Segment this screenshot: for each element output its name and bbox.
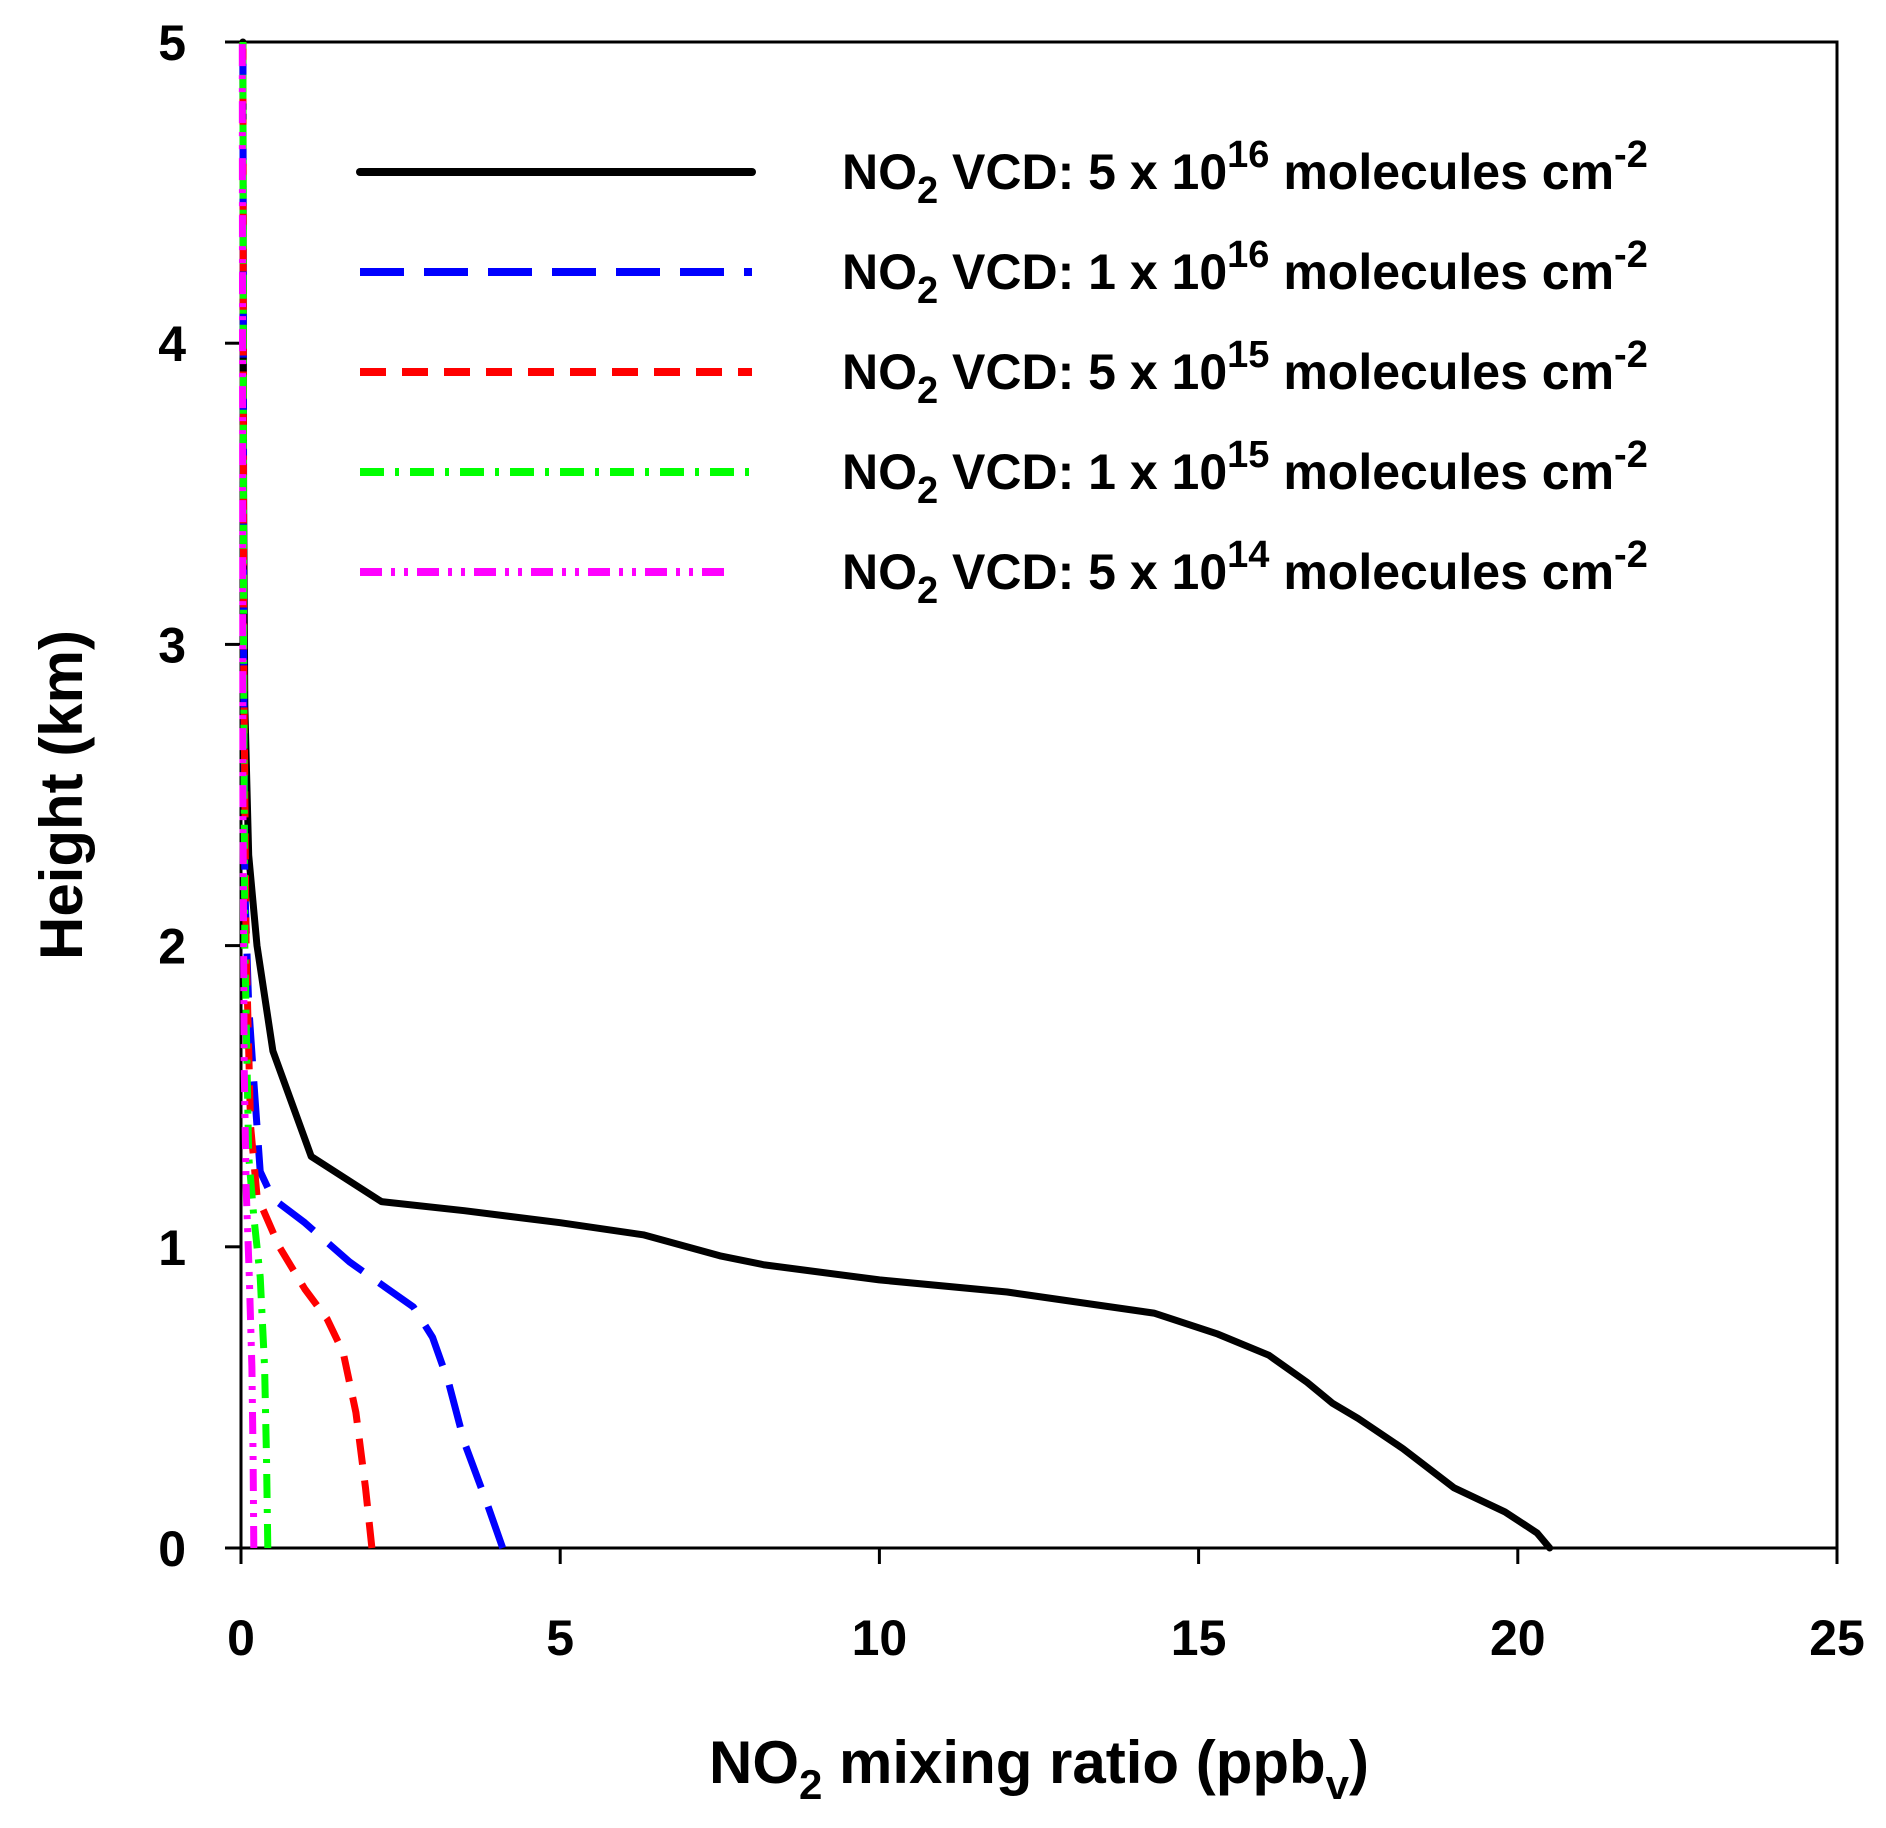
- x-tick-label: 5: [546, 1610, 574, 1666]
- x-tick-label: 15: [1171, 1610, 1227, 1666]
- series-layer: [238, 38, 1554, 1552]
- legend-label-post: molecules cm: [1269, 544, 1614, 600]
- x-axis-label: NO2 mixing ratio (ppbv): [709, 1729, 1369, 1808]
- x-tick-label: 20: [1490, 1610, 1546, 1666]
- x-axis-label-rest: mixing ratio (ppb: [822, 1729, 1325, 1796]
- legend-label-sup: 15: [1227, 334, 1269, 376]
- legend-label-post: molecules cm: [1269, 344, 1614, 400]
- x-axis-label-base: NO: [709, 1729, 799, 1796]
- legend-label-sup: 16: [1227, 134, 1269, 176]
- x-tick-label: 25: [1809, 1610, 1865, 1666]
- legend-label-sub: 2: [917, 570, 938, 612]
- legend-label-3: NO2 VCD: 5 x 1015 molecules cm-2: [842, 334, 1648, 412]
- legend-label-pre: NO: [842, 244, 917, 300]
- legend-label-pre: NO: [842, 144, 917, 200]
- legend-label-1: NO2 VCD: 5 x 1016 molecules cm-2: [842, 134, 1648, 212]
- legend-label-sub: 2: [917, 470, 938, 512]
- x-axis-label-sub: 2: [799, 1761, 822, 1808]
- series-line-1: [239, 38, 1554, 1552]
- legend-label-post: molecules cm: [1269, 144, 1614, 200]
- series-line-2: [239, 41, 507, 1550]
- legend-label-pre: NO: [842, 344, 917, 400]
- legend-label-sub: 2: [917, 270, 938, 312]
- y-tick-label: 0: [158, 1521, 186, 1577]
- series-line-5: [238, 41, 258, 1549]
- y-axis-label: Height (km): [28, 630, 95, 960]
- legend-label-sup2: -2: [1614, 534, 1648, 576]
- legend-label-pre: NO: [842, 444, 917, 500]
- legend-label-4: NO2 VCD: 1 x 1015 molecules cm-2: [842, 434, 1648, 512]
- legend-label-sup2: -2: [1614, 234, 1648, 276]
- legend-label-mid: VCD: 1 x 10: [938, 244, 1227, 300]
- legend-label-sup: 15: [1227, 434, 1269, 476]
- legend-label-pre: NO: [842, 544, 917, 600]
- legend-label-mid: VCD: 5 x 10: [938, 544, 1227, 600]
- legend-label-mid: VCD: 5 x 10: [938, 144, 1227, 200]
- x-tick-label: 0: [227, 1610, 255, 1666]
- y-tick-label: 3: [158, 617, 186, 673]
- y-tick-label: 2: [158, 919, 186, 975]
- legend-label-sup2: -2: [1614, 134, 1648, 176]
- y-tick-label: 4: [158, 316, 186, 372]
- legend-label-2: NO2 VCD: 1 x 1016 molecules cm-2: [842, 234, 1648, 312]
- legend-label-sub: 2: [917, 370, 938, 412]
- legend-label-sub: 2: [917, 170, 938, 212]
- legend-label-sup: 14: [1227, 534, 1269, 576]
- legend-label-mid: VCD: 1 x 10: [938, 444, 1227, 500]
- legend-label-post: molecules cm: [1269, 244, 1614, 300]
- legend-label-mid: VCD: 5 x 10: [938, 344, 1227, 400]
- x-axis-label-end: ): [1349, 1729, 1369, 1796]
- legend-label-post: molecules cm: [1269, 444, 1614, 500]
- legend-label-5: NO2 VCD: 5 x 1014 molecules cm-2: [842, 534, 1648, 612]
- legend-label-sup2: -2: [1614, 334, 1648, 376]
- y-tick-label: 1: [158, 1220, 186, 1276]
- x-axis-label-sub2: v: [1326, 1761, 1350, 1808]
- legend-label-sup: 16: [1227, 234, 1269, 276]
- legend-label-sup2: -2: [1614, 434, 1648, 476]
- y-tick-label: 5: [158, 15, 186, 71]
- ticks: 0 5 10 15 20 25 0 1 2 3 4 5: [158, 15, 1865, 1666]
- x-tick-label: 10: [852, 1610, 908, 1666]
